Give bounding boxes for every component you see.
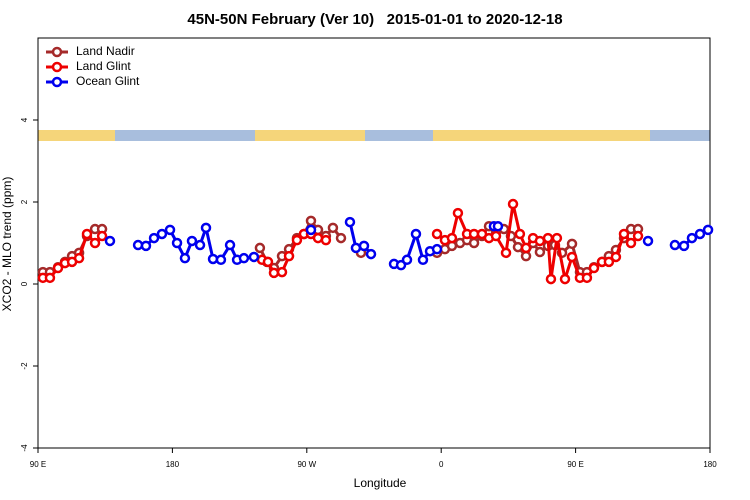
series-point [542, 232, 554, 244]
series-point [96, 230, 108, 242]
series-point [89, 237, 101, 249]
y-tick-label: 0 [20, 281, 29, 286]
series-point [148, 232, 160, 244]
series-point [156, 228, 168, 240]
legend-label: Land Nadir [76, 44, 135, 58]
series-point [350, 242, 362, 254]
series-point [410, 228, 422, 240]
series-point [694, 228, 706, 240]
series-point [164, 224, 176, 236]
series-point [559, 273, 571, 285]
series-point [238, 252, 250, 264]
series-point [171, 237, 183, 249]
series-point [588, 262, 600, 274]
series-point [358, 240, 370, 252]
series-point [500, 247, 512, 259]
series-point [224, 239, 236, 251]
series-point [702, 224, 714, 236]
y-tick-label: 4 [20, 117, 29, 122]
series-point [268, 267, 280, 279]
legend-marker [51, 76, 63, 88]
series-point [417, 254, 429, 266]
legend-label: Land Glint [76, 59, 131, 73]
series-point [534, 246, 546, 258]
x-tick-label: 90 E [567, 460, 583, 469]
series-point [514, 228, 526, 240]
series-point [566, 251, 578, 263]
series-point [104, 235, 116, 247]
series-point [545, 273, 557, 285]
series-point [551, 232, 563, 244]
series-point [669, 239, 681, 251]
series-point [254, 242, 266, 254]
x-tick-label: 90 E [30, 460, 46, 469]
land-ocean-strip [38, 130, 710, 141]
series-point [44, 272, 56, 284]
y-tick-label: -2 [20, 362, 29, 370]
y-tick-label: 2 [20, 199, 29, 204]
series-point [305, 224, 317, 236]
series-point [686, 232, 698, 244]
series-point [581, 272, 593, 284]
series-point [335, 232, 347, 244]
series-point [327, 222, 339, 234]
plot-frame [37, 37, 711, 449]
series-point [291, 234, 303, 246]
series-point [520, 250, 532, 262]
series-point [194, 239, 206, 251]
y-axis-label: XCO2 - MLO trend (ppm) [0, 177, 14, 312]
series-point [52, 262, 64, 274]
series-point [492, 220, 504, 232]
series-point [678, 240, 690, 252]
series-point [625, 237, 637, 249]
series-point [248, 251, 260, 263]
series-point [603, 256, 615, 268]
series-point [401, 254, 413, 266]
series-point [320, 234, 332, 246]
series-point [186, 235, 198, 247]
series-point [140, 240, 152, 252]
series-point [490, 230, 502, 242]
series-point [566, 238, 578, 250]
series-point [520, 242, 532, 254]
x-tick-label: 90 W [297, 460, 316, 469]
series-point [215, 254, 227, 266]
x-tick-label: 180 [166, 460, 180, 469]
series-point [365, 248, 377, 260]
series-point [446, 232, 458, 244]
x-tick-label: 180 [703, 460, 717, 469]
series-point [610, 251, 622, 263]
series-point [512, 241, 524, 253]
chart-title: 45N-50N February (Ver 10) 2015-01-01 to … [187, 11, 562, 28]
series-point [468, 237, 480, 249]
series-point [507, 198, 519, 210]
series-point [81, 228, 93, 240]
series-point [262, 256, 274, 268]
series-point [305, 215, 317, 227]
series-point [200, 222, 212, 234]
series-point [452, 207, 464, 219]
series-point [179, 252, 191, 264]
series-point [431, 228, 443, 240]
series-point [642, 235, 654, 247]
series-point [283, 250, 295, 262]
legend-label: Ocean Glint [76, 74, 140, 88]
legend-marker [51, 61, 63, 73]
series-point [618, 228, 630, 240]
series-point [431, 243, 443, 255]
series-point [534, 235, 546, 247]
series-point [632, 230, 644, 242]
legend-marker [51, 46, 63, 58]
series-point [73, 252, 85, 264]
y-tick-label: -4 [20, 444, 29, 452]
x-tick-label: 0 [439, 460, 444, 469]
series-point [344, 216, 356, 228]
x-axis-label: Longitude [354, 476, 407, 490]
series-point [276, 266, 288, 278]
